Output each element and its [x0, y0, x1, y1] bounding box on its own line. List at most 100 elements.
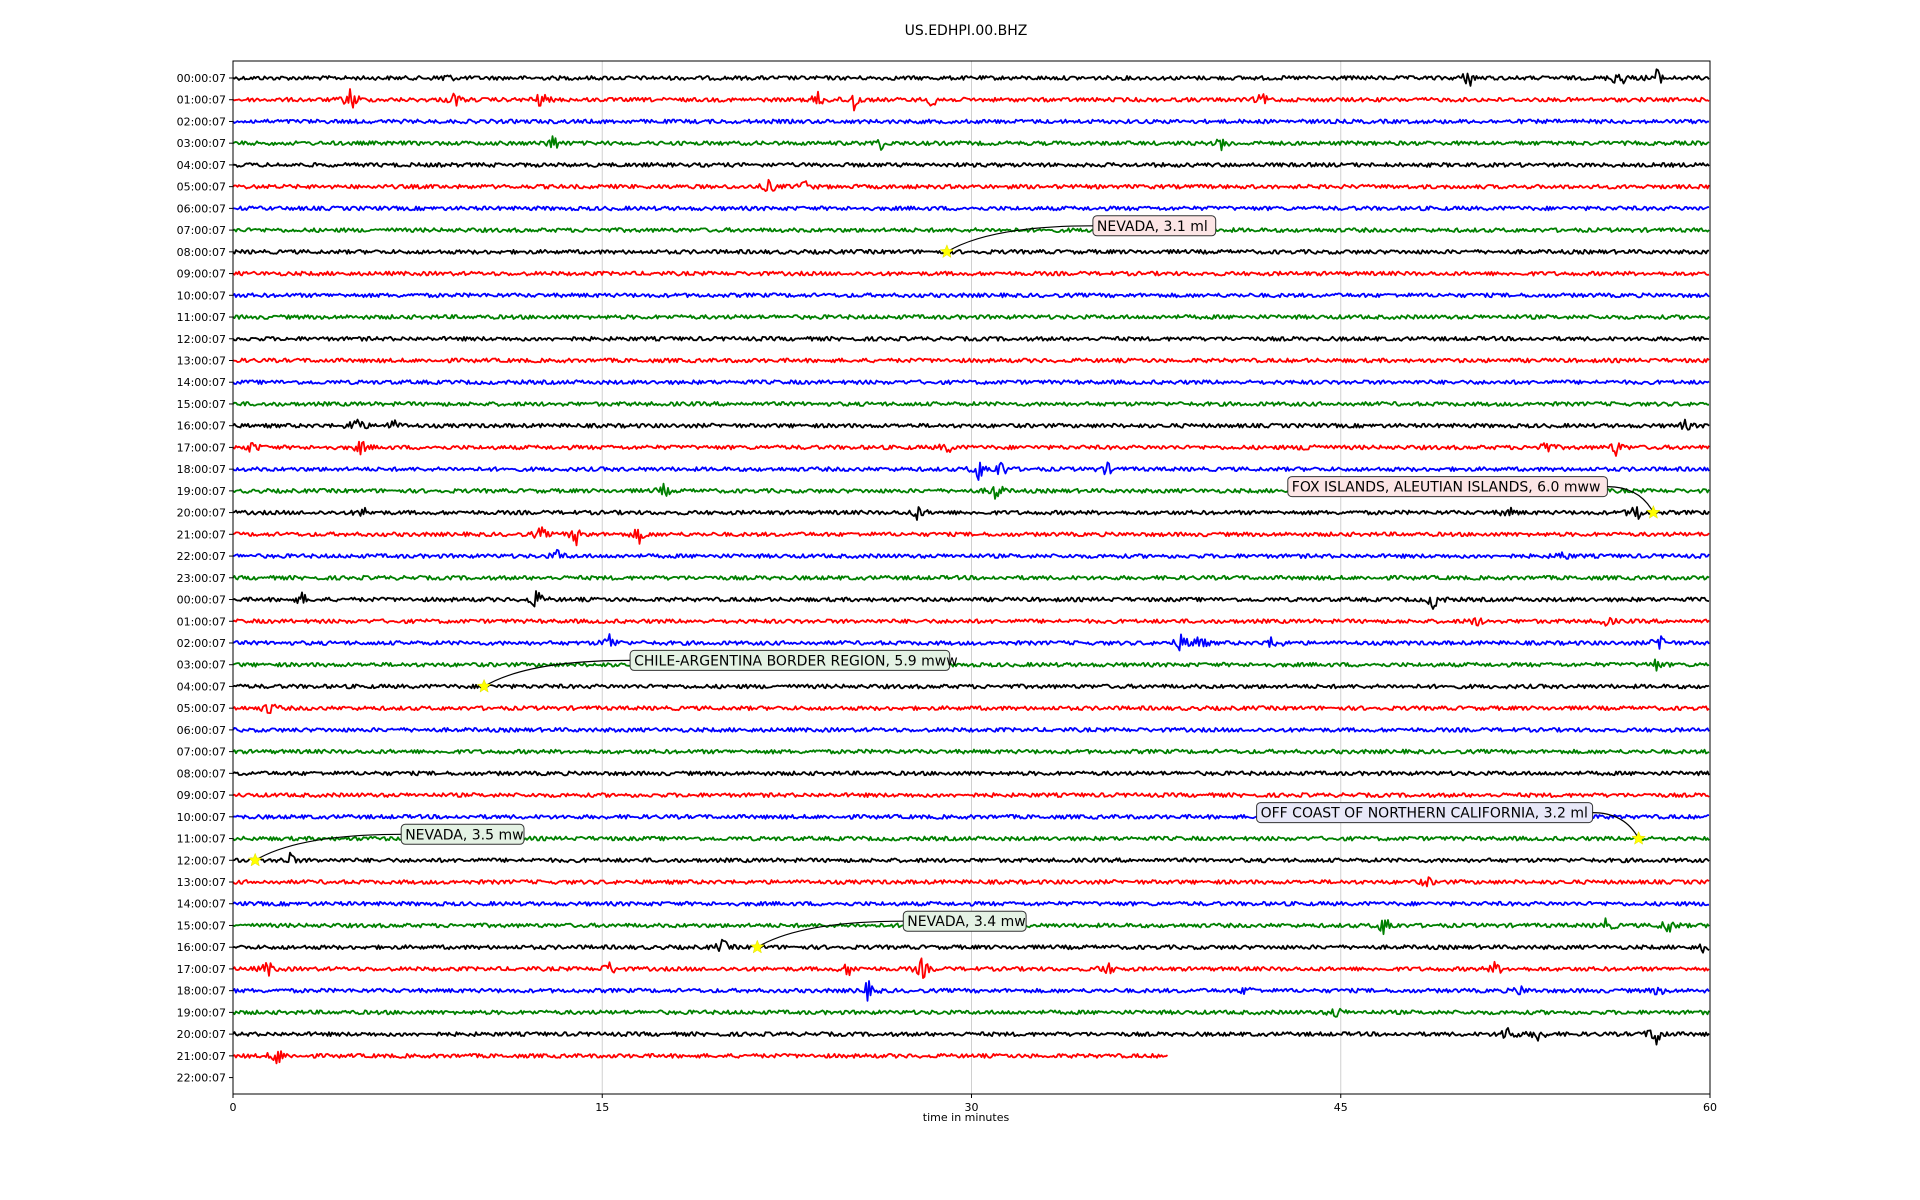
event-annotation: FOX ISLANDS, ALEUTIAN ISLANDS, 6.0 mww: [1287, 476, 1661, 519]
trace-line: [232, 314, 1710, 320]
y-tick-label: 02:00:07: [177, 115, 226, 128]
event-annotation: NEVADA, 3.1 ml: [939, 215, 1217, 259]
trace-line: [233, 205, 1710, 212]
y-tick-label: 16:00:07: [177, 941, 226, 954]
trace-line: [232, 68, 1710, 87]
y-tick-label: 00:00:07: [177, 72, 226, 85]
event-arrow: [483, 659, 631, 687]
y-tick-label: 01:00:07: [177, 94, 226, 107]
trace-line: [232, 379, 1710, 386]
trace-line: [232, 357, 1710, 364]
y-tick-label: 18:00:07: [177, 985, 226, 998]
y-tick-label: 10:00:07: [177, 289, 226, 302]
trace-line: [232, 162, 1710, 168]
trace-line: [232, 418, 1710, 431]
event-arrow: [254, 833, 402, 861]
y-tick-label: 02:00:07: [177, 637, 226, 650]
trace-line: [232, 703, 1710, 714]
trace-line: [232, 770, 1710, 777]
trace-line: [232, 526, 1710, 547]
y-tick-label: 11:00:07: [177, 833, 226, 846]
trace-line: [232, 1027, 1710, 1046]
event-label: FOX ISLANDS, ALEUTIAN ISLANDS, 6.0 mww: [1292, 480, 1601, 496]
y-tick-label: 16:00:07: [177, 420, 226, 433]
trace-line: [232, 574, 1710, 581]
trace-line: [232, 658, 1710, 672]
y-tick-label: 17:00:07: [177, 441, 226, 454]
event-star-marker: [476, 678, 492, 693]
event-label: NEVADA, 3.5 mw: [405, 827, 523, 843]
trace-line: [232, 590, 1710, 610]
y-tick-label: 23:00:07: [177, 572, 226, 585]
trace-line: [232, 957, 1710, 979]
y-tick-label: 04:00:07: [177, 680, 226, 693]
y-tick-label: 14:00:07: [177, 898, 226, 911]
y-tick-label: 14:00:07: [177, 376, 226, 389]
trace-line: [232, 616, 1710, 627]
x-tick-label: 15: [595, 1101, 609, 1114]
event-label: CHILE-ARGENTINA BORDER REGION, 5.9 mww: [634, 653, 958, 669]
trace-line: [232, 461, 1710, 481]
y-tick-label: 08:00:07: [177, 246, 226, 259]
y-tick-labels: 00:00:07 01:00:07 02:00:07 03:00:07 04:00:07…: [177, 72, 233, 1085]
trace-line: [232, 727, 1710, 733]
y-tick-label: 20:00:07: [177, 1028, 226, 1041]
trace-line: [232, 900, 1710, 907]
event-star-marker: [247, 852, 263, 867]
trace-line: [232, 335, 1710, 342]
x-tick-label: 0: [230, 1101, 237, 1114]
y-tick-label: 09:00:07: [177, 268, 226, 281]
y-tick-label: 12:00:07: [177, 333, 226, 346]
x-axis-label: time in minutes: [923, 1111, 1010, 1124]
y-tick-label: 08:00:07: [177, 767, 226, 780]
y-tick-label: 13:00:07: [177, 876, 226, 889]
event-annotation: NEVADA, 3.5 mw: [247, 823, 525, 867]
event-arrow: [946, 225, 1093, 253]
y-tick-label: 06:00:07: [177, 202, 226, 215]
y-tick-label: 12:00:07: [177, 854, 226, 867]
y-tick-label: 15:00:07: [177, 919, 226, 932]
y-tick-label: 15:00:07: [177, 398, 226, 411]
event-arrow: [1607, 486, 1654, 513]
trace-line: [232, 227, 1710, 233]
event-arrow: [1592, 812, 1640, 839]
y-tick-label: 17:00:07: [177, 963, 226, 976]
trace-line: [232, 792, 1710, 798]
y-tick-label: 10:00:07: [177, 811, 226, 824]
trace-line: [232, 548, 1710, 560]
y-tick-label: 06:00:07: [177, 724, 226, 737]
y-tick-label: 04:00:07: [177, 159, 226, 172]
trace-line: [232, 440, 1710, 457]
y-tick-label: 05:00:07: [177, 702, 226, 715]
trace-line: [232, 1007, 1710, 1018]
event-label: OFF COAST OF NORTHERN CALIFORNIA, 3.2 ml: [1261, 806, 1588, 822]
y-tick-label: 07:00:07: [177, 224, 226, 237]
trace-line: [232, 633, 1710, 652]
trace-line: [232, 876, 1710, 888]
event-star-marker: [1646, 504, 1661, 519]
trace-line: [232, 980, 1710, 1002]
y-tick-label: 01:00:07: [177, 615, 226, 628]
trace-line: [232, 851, 1710, 864]
trace-line: [232, 270, 1710, 277]
y-tick-label: 00:00:07: [177, 594, 226, 607]
event-star-marker: [939, 244, 955, 259]
trace-line: [232, 248, 1709, 255]
y-tick-label: 11:00:07: [177, 311, 226, 324]
trace-line: [232, 938, 1710, 954]
trace-line: [232, 88, 1710, 112]
event-label: NEVADA, 3.1 ml: [1097, 219, 1208, 235]
trace-line: [232, 118, 1710, 125]
y-tick-label: 19:00:07: [177, 1006, 226, 1019]
x-tick-labels: 0 15 30 45 60: [230, 1094, 1717, 1114]
x-tick-label: 45: [1334, 1101, 1348, 1114]
chart-title: US.EDHPI.00.BHZ: [905, 23, 1028, 39]
event-label: NEVADA, 3.4 mw: [907, 914, 1025, 930]
event-annotation: OFF COAST OF NORTHERN CALIFORNIA, 3.2 ml: [1256, 802, 1646, 845]
trace-line: [232, 292, 1710, 299]
y-tick-label: 03:00:07: [177, 659, 226, 672]
y-tick-label: 05:00:07: [177, 181, 226, 194]
y-tick-label: 19:00:07: [177, 485, 226, 498]
